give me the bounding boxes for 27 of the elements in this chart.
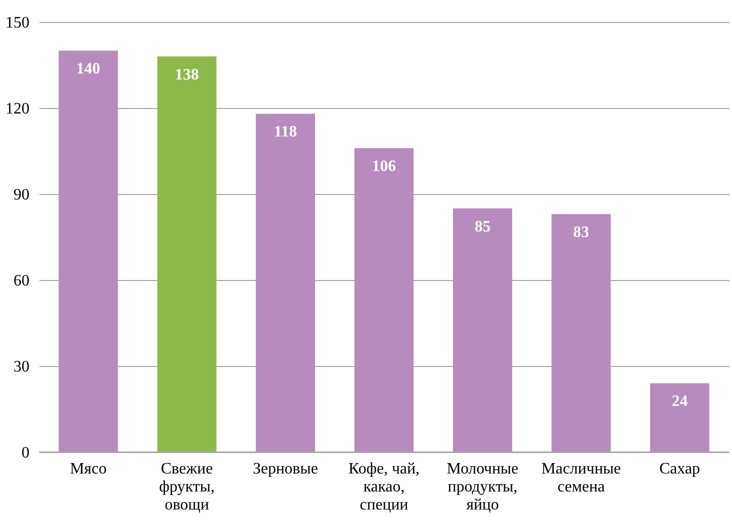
x-tick-label: Кофе, чай, какао, специи — [348, 460, 420, 514]
x-tick-label: Свежие фрукты, овощи — [159, 460, 215, 514]
y-tick-label: 150 — [6, 14, 30, 32]
data-label: 83 — [573, 224, 590, 242]
x-tick-label: Молочные продукты, яйцо — [446, 460, 518, 514]
bar — [650, 383, 710, 452]
data-label: 24 — [672, 393, 688, 410]
data-label: 140 — [76, 60, 100, 78]
bar — [354, 148, 414, 452]
bar — [58, 50, 118, 452]
data-label: 106 — [372, 158, 396, 176]
y-tick-label: 0 — [22, 444, 30, 462]
x-tick-label: Масличные семена — [541, 460, 621, 496]
data-label: 85 — [474, 218, 491, 236]
y-tick-label: 30 — [14, 358, 30, 376]
bar — [552, 214, 611, 452]
bar — [157, 56, 216, 452]
x-tick-label: Зерновые — [252, 460, 318, 478]
x-tick-label: Сахар — [659, 460, 700, 478]
bar — [453, 208, 512, 452]
x-tick-label: Мясо — [70, 460, 107, 478]
data-label: 138 — [174, 66, 199, 84]
y-tick-label: 60 — [14, 272, 30, 290]
bar — [256, 114, 315, 452]
y-tick-label: 90 — [14, 186, 30, 204]
y-tick-label: 120 — [6, 100, 30, 118]
data-label: 118 — [274, 124, 297, 141]
